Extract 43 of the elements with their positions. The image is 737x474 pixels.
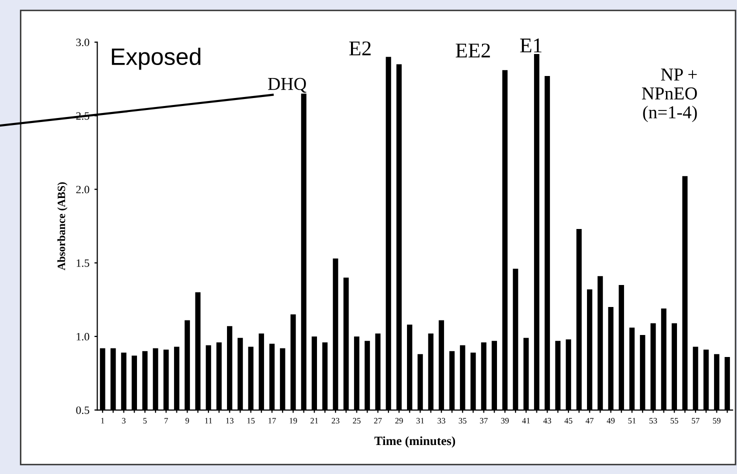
x-tick-label: 59 — [713, 418, 721, 424]
y-tick-label: 3.0 — [76, 38, 90, 46]
x-tick-label: 43 — [543, 418, 552, 424]
annotation: E2 — [349, 41, 371, 56]
x-tick-label: 55 — [670, 418, 678, 424]
x-tick-label: 51 — [628, 418, 636, 424]
x-tick-label: 39 — [501, 418, 509, 424]
y-tick-label: 1.5 — [76, 259, 90, 267]
x-tick-label: 31 — [416, 418, 424, 424]
x-tick-label: 47 — [586, 418, 594, 424]
x-tick-label: 19 — [290, 418, 297, 424]
x-tick-label: 11 — [205, 418, 212, 424]
x-tick-label: 7 — [164, 418, 168, 424]
x-tick-label: 13 — [226, 418, 234, 424]
annotation: NP + NPnEO (n=1-4) — [642, 68, 697, 122]
x-tick-label: 17 — [268, 418, 276, 424]
y-tick-label: 0.5 — [76, 406, 90, 414]
x-tick-label: 1 — [101, 418, 104, 424]
x-tick-label: 33 — [438, 418, 446, 424]
x-tick-label: 53 — [649, 418, 658, 424]
y-tick-label: 2.0 — [76, 186, 90, 194]
x-tick-label: 21 — [310, 418, 318, 424]
x-axis-title: Time (minutes) — [374, 436, 456, 448]
x-tick-label: 57 — [692, 418, 700, 424]
annotation: E1 — [520, 38, 542, 52]
x-tick-label: 41 — [522, 418, 530, 424]
x-tick-label: 15 — [247, 418, 255, 424]
x-tick-label: 35 — [458, 418, 466, 424]
y-tick-label: 1.0 — [76, 332, 90, 340]
annotation: EE2 — [456, 44, 490, 58]
x-tick-label: 29 — [395, 418, 403, 424]
x-tick-label: 49 — [606, 418, 615, 424]
x-tick-label: 23 — [332, 418, 340, 424]
x-tick-label: 27 — [374, 418, 382, 424]
y-axis-title: Absorbance (ABS) — [57, 182, 68, 270]
x-tick-label: 45 — [564, 418, 572, 424]
x-tick-label: 3 — [122, 418, 126, 424]
x-tick-label: 37 — [480, 418, 488, 424]
x-tick-label: 5 — [143, 418, 147, 424]
annotation: DHQ — [268, 78, 306, 93]
x-tick-label: 9 — [185, 418, 190, 424]
annotation: Exposed — [112, 48, 200, 70]
x-tick-label: 25 — [352, 418, 361, 424]
